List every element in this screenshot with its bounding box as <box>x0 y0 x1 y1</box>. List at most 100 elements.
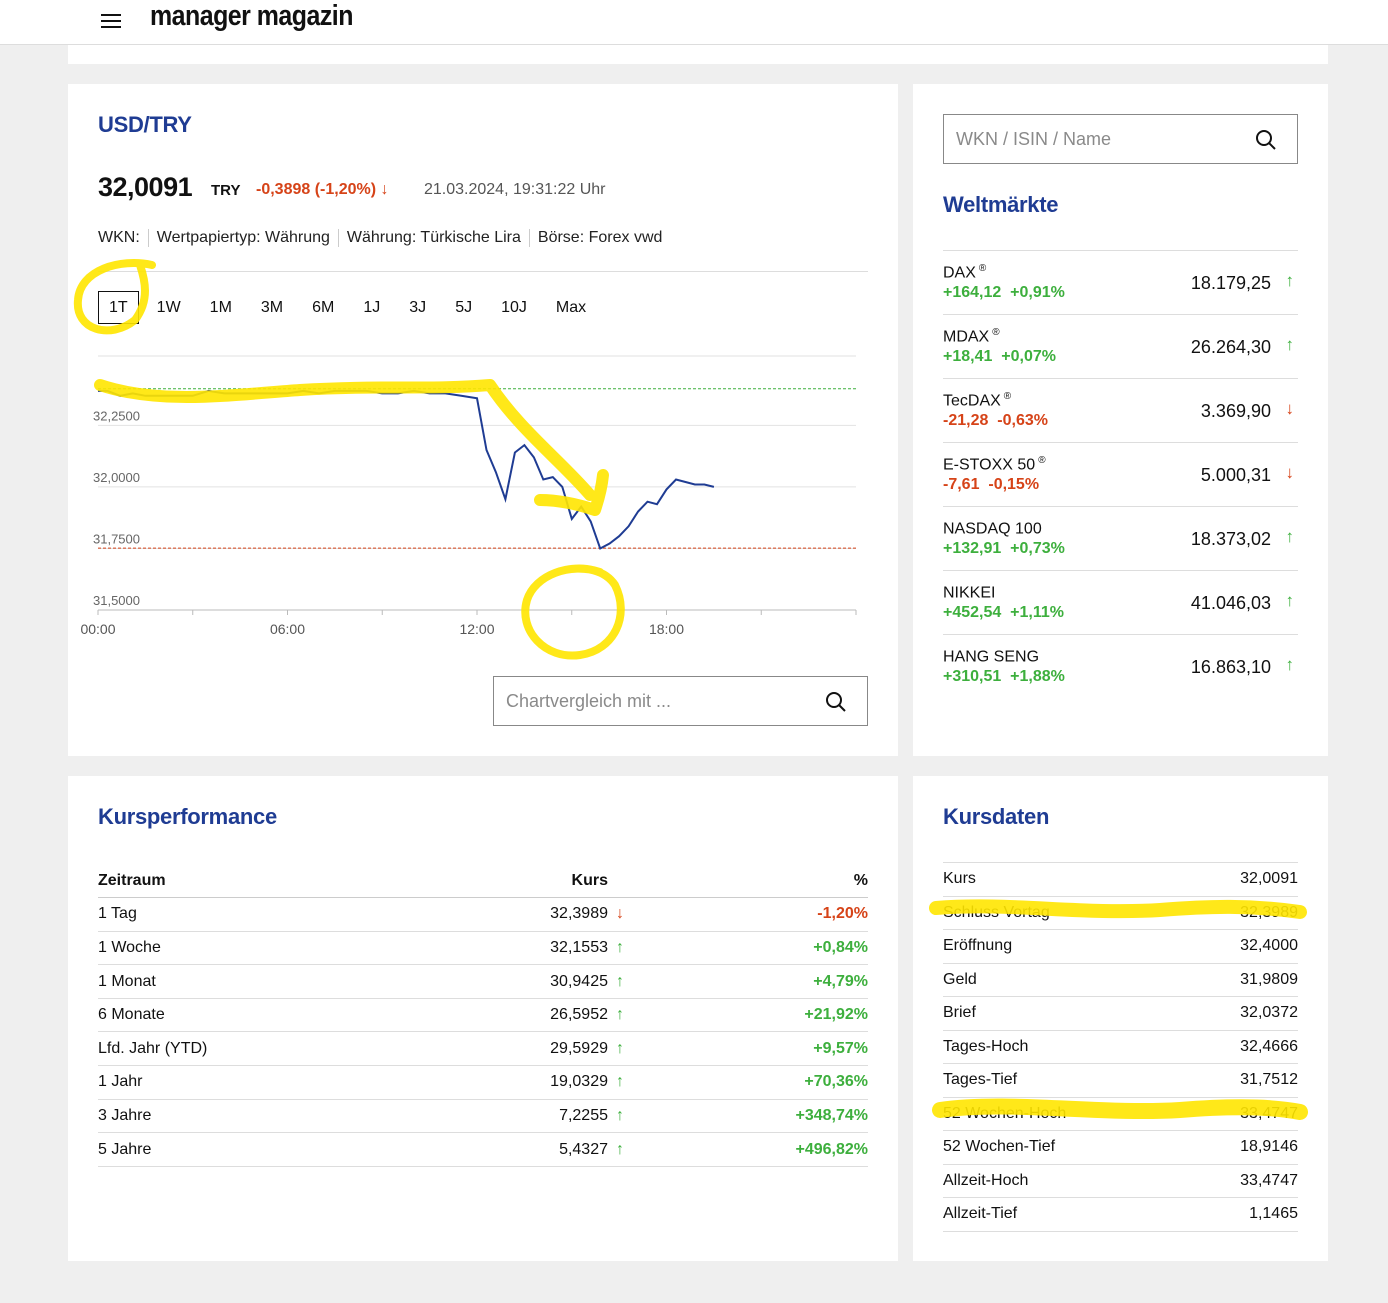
pct: +4,79% <box>648 964 868 999</box>
arrow-up-icon: ↑ <box>1285 591 1295 610</box>
period: 6 Monate <box>98 998 458 1033</box>
arrow-up-icon: ↑ <box>608 998 648 1033</box>
x-tick-label: 12:00 <box>459 621 494 637</box>
table-row: 52 Wochen-Hoch 33,4747 <box>943 1097 1298 1131</box>
meta-currency: Währung: Türkische Lira <box>337 229 529 247</box>
x-tick-label: 00:00 <box>80 621 115 637</box>
search-icon[interactable] <box>825 691 847 713</box>
market-name: DAX ® <box>943 263 987 282</box>
range-3j[interactable]: 3J <box>409 299 427 316</box>
market-name: HANG SENG <box>943 648 1040 666</box>
period: 1 Woche <box>98 931 458 966</box>
table-row: Brief 32,0372 <box>943 996 1298 1031</box>
market-change: +164,12 +0,91% <box>943 284 1065 301</box>
period: Lfd. Jahr (YTD) <box>98 1031 458 1067</box>
arrow-up-icon: ↑ <box>1285 655 1295 674</box>
pct: +348,74% <box>648 1099 868 1134</box>
quote-title: USD/TRY <box>98 112 192 137</box>
market-change: -7,61 -0,15% <box>943 476 1040 493</box>
value: 32,0091 <box>1184 862 1298 897</box>
market-value: 5.000,31 <box>1200 465 1271 485</box>
kursdaten-title: Kursdaten <box>943 804 1050 829</box>
range-6m[interactable]: 6M <box>312 299 335 316</box>
range-5j[interactable]: 5J <box>455 299 473 316</box>
market-row[interactable]: TecDAX ® -21,28 -0,63% 3.369,90 ↓ <box>943 378 1298 442</box>
security-search-input[interactable] <box>944 115 1227 163</box>
label: 52 Wochen-Hoch <box>943 1097 1185 1131</box>
meta-type: Wertpapiertyp: Währung <box>147 229 338 247</box>
market-value: 3.369,90 <box>1200 401 1271 421</box>
market-name: NASDAQ 100 <box>943 520 1042 538</box>
table-row: 3 Jahre 7,2255 ↑ +348,74% <box>98 1099 868 1134</box>
y-tick-label: 32,0000 <box>93 470 140 485</box>
security-search <box>943 114 1298 164</box>
market-row[interactable]: NASDAQ 100 +132,91 +0,73% 18.373,02 ↑ <box>943 506 1298 570</box>
range-1m[interactable]: 1M <box>209 299 232 316</box>
arrow-up-icon: ↑ <box>608 1099 648 1134</box>
table-row: Lfd. Jahr (YTD) 29,5929 ↑ +9,57% <box>98 1031 868 1067</box>
arrow-up-icon: ↑ <box>1285 271 1295 290</box>
market-change: -21,28 -0,63% <box>943 412 1048 429</box>
col-kurs: Kurs <box>458 864 608 899</box>
value: 32,3989 <box>1184 896 1298 930</box>
pct: -1,20% <box>648 897 868 932</box>
range-max[interactable]: Max <box>555 299 587 316</box>
pct: +0,84% <box>648 931 868 966</box>
market-change: +132,91 +0,73% <box>943 540 1065 557</box>
market-name: E-STOXX 50 ® <box>943 455 1046 474</box>
kurs: 5,4327 <box>458 1132 608 1167</box>
pct: +70,36% <box>648 1065 868 1100</box>
col-arrow <box>608 864 648 899</box>
range-1t[interactable]: 1T <box>98 291 139 324</box>
menu-icon[interactable] <box>99 10 123 30</box>
kurs: 32,1553 <box>458 931 608 966</box>
label: Schluss Vortag <box>943 896 1185 930</box>
compare-input[interactable] <box>494 677 793 725</box>
meta-exchange: Börse: Forex vwd <box>528 229 670 247</box>
table-row: 1 Jahr 19,0329 ↑ +70,36% <box>98 1065 868 1100</box>
range-1j[interactable]: 1J <box>363 299 381 316</box>
arrow-down-icon: ↓ <box>1285 463 1295 482</box>
price-line <box>98 389 715 550</box>
period: 5 Jahre <box>98 1132 458 1167</box>
markets-card: Weltmärkte DAX® +164,12 +0,91% 18.179,25 ↑ M… <box>913 84 1328 756</box>
market-name: NIKKEI <box>943 584 996 602</box>
markets-title: Weltmärkte <box>943 192 1059 217</box>
market-value: 18.179,25 <box>1190 273 1271 293</box>
search-icon[interactable] <box>1255 129 1277 151</box>
market-row[interactable]: MDAX ® +18,41 +0,07% 26.264,30 ↑ <box>943 314 1298 378</box>
value: 33,4747 <box>1184 1097 1298 1131</box>
range-3m[interactable]: 3M <box>260 299 284 316</box>
table-row: 1 Monat 30,9425 ↑ +4,79% <box>98 964 868 999</box>
y-tick-label: 31,5000 <box>93 593 140 608</box>
kurs: 19,0329 <box>458 1065 608 1100</box>
table-row: 1 Tag 32,3989 ↓ -1,20% <box>98 897 868 932</box>
y-tick-label: 32,2500 <box>93 408 140 423</box>
quote-meta: WKN: Wertpapiertyp: Währung Währung: Tür… <box>98 229 670 247</box>
period: 3 Jahre <box>98 1099 458 1134</box>
market-row[interactable]: E-STOXX 50 ® -7,61 -0,15% 5.000,31 ↓ <box>943 442 1298 506</box>
market-value: 26.264,30 <box>1190 337 1271 357</box>
range-10j[interactable]: 10J <box>501 299 527 316</box>
table-row: Tages-Tief 31,7512 <box>943 1063 1298 1098</box>
period: 1 Jahr <box>98 1065 458 1100</box>
market-row[interactable]: HANG SENG +310,51 +1,88% 16.863,10 ↑ <box>943 634 1298 698</box>
table-row: Kurs 32,0091 <box>943 862 1298 897</box>
market-value: 41.046,03 <box>1190 593 1271 613</box>
arrow-up-icon: ↑ <box>608 931 648 966</box>
top-bar: manager magazin <box>0 0 1388 45</box>
meta-wkn: WKN: <box>98 229 140 246</box>
range-tabs: 1T 1W 1M 3M 6M 1J 3J 5J 10J Max <box>98 291 604 324</box>
table-row: Schluss Vortag 32,3989 <box>943 896 1298 930</box>
site-logo[interactable]: manager magazin <box>150 0 353 32</box>
range-1w[interactable]: 1W <box>156 299 181 316</box>
price-chart[interactable]: 32,2500 32,0000 31,7500 31,5000 00:00 06:00 12… <box>78 354 868 644</box>
compare-search <box>493 676 868 726</box>
value: 31,9809 <box>1184 963 1298 997</box>
market-name: MDAX ® <box>943 327 1000 346</box>
table-row: Eröffnung 32,4000 <box>943 929 1298 964</box>
market-row[interactable]: DAX ® +164,12 +0,91% 18.179,25 ↑ <box>943 250 1298 314</box>
top-strip <box>68 45 1328 64</box>
kurs: 32,3989 <box>458 897 608 932</box>
market-row[interactable]: NIKKEI +452,54 +1,11% 41.046,03 ↑ <box>943 570 1298 634</box>
